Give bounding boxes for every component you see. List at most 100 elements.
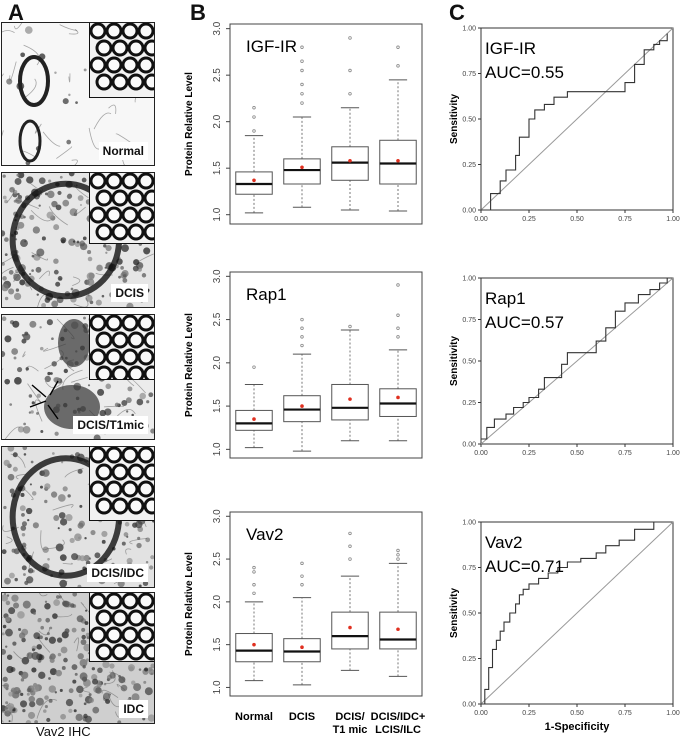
outlier-point: [300, 82, 304, 87]
x-tick-label: 0.50: [570, 216, 584, 223]
chart-title: IGF-IR: [246, 37, 297, 56]
roc-curve: [481, 278, 668, 440]
reference-diagonal: [480, 521, 674, 705]
y-tick-label: 0.00: [462, 702, 476, 709]
outlier-point: [348, 36, 352, 40]
x-tick-label: 1.00: [666, 450, 680, 457]
mean-point: [348, 397, 352, 401]
mean-point: [348, 158, 352, 163]
outlier-point: [300, 45, 304, 49]
micrograph-idc: IDC: [1, 592, 155, 724]
y-tick-label: 0.75: [462, 317, 476, 324]
mean-point: [396, 627, 400, 632]
mean-point: [300, 645, 304, 650]
chart-title: IGF-IR: [485, 39, 536, 58]
y-tick-label: 1.00: [462, 276, 476, 283]
outlier-point: [348, 68, 352, 73]
auc-annotation: AUC=0.71: [485, 557, 564, 576]
mean-point: [348, 625, 352, 630]
y-tick-label: 0.00: [462, 208, 476, 215]
y-axis-label: Protein Relative Level: [184, 313, 195, 417]
roc-igf1r: 0.00 0.25 0.50 0.75 1.00 0.00 0.25 0.50 0.75 1.00…: [449, 22, 685, 230]
chart-title: Vav2: [246, 525, 284, 544]
micrograph-inset: [89, 447, 154, 521]
y-tick-label: 1.5: [212, 161, 223, 175]
roc-curve: [481, 521, 668, 705]
outlier-point: [252, 106, 256, 110]
chart-title: Vav2: [485, 533, 523, 552]
outlier-point: [396, 335, 400, 339]
roc-vav2: 0.00 0.25 0.50 0.75 1.00 0.00 0.25 0.50 0.75 1.00…: [449, 516, 685, 744]
outlier-point: [300, 335, 304, 339]
inset-cells: [90, 173, 154, 243]
micrograph-dcis: DCIS: [1, 172, 155, 308]
outlier-point: [396, 283, 400, 287]
outlier-point: [300, 574, 304, 578]
x-tick-label: 0.75: [618, 216, 632, 223]
y-tick-label: 1.00: [462, 26, 476, 33]
inset-cells: [90, 447, 154, 520]
y-tick-label: 1.0: [212, 207, 223, 221]
y-tick-label: 1.5: [212, 637, 223, 651]
outlier-point: [396, 553, 400, 557]
x-tick-label: 0.75: [618, 450, 632, 457]
y-tick-label: 2.5: [212, 312, 223, 326]
group-label: DCIS/IDC+: [371, 711, 426, 723]
mean-point: [396, 395, 400, 400]
x-tick-label: 0.00: [474, 216, 488, 223]
outlier-point: [252, 591, 256, 596]
x-tick-label: 0.25: [522, 450, 536, 457]
y-tick-label: 1.0: [212, 680, 223, 694]
outlier-point: [252, 583, 256, 587]
mean-point: [252, 417, 256, 421]
auc-annotation: AUC=0.55: [485, 63, 564, 82]
micrograph-label: DCIS: [111, 284, 148, 302]
y-tick-label: 1.5: [212, 399, 223, 413]
outlier-point: [348, 557, 352, 561]
outlier-point: [348, 531, 352, 536]
reference-diagonal: [480, 277, 674, 445]
outlier-point: [252, 115, 256, 119]
group-label: T1 mic: [333, 724, 368, 736]
micrograph-t1mic: DCIS/T1mic: [1, 314, 155, 440]
inset-cells: [90, 23, 154, 97]
auc-annotation: AUC=0.57: [485, 313, 564, 332]
box: [283, 158, 321, 185]
outlier-point: [300, 68, 304, 73]
y-tick-label: 0.25: [462, 656, 476, 663]
outlier-point: [300, 317, 304, 322]
boxplot-rap1: 1.0 1.5 2.0 2.5 3.0 Protein Relative Level Rap…: [180, 268, 442, 464]
micrograph-inset: [89, 593, 154, 662]
x-tick-label: 1.00: [666, 216, 680, 223]
outlier-point: [396, 45, 400, 49]
y-tick-label: 2.5: [212, 68, 223, 82]
y-tick-label: 2.0: [212, 594, 223, 608]
y-tick-label: 3.0: [212, 509, 223, 523]
group-label: DCIS/: [335, 711, 364, 723]
box: [235, 633, 273, 663]
y-tick-label: 3.0: [212, 21, 223, 35]
outlier-point: [300, 343, 304, 348]
boxplot-igf1r: 1.0 1.5 2.0 2.5 3.0 Protein Relative Level IGF…: [180, 20, 442, 230]
x-axis-label: 1-Specificity: [545, 721, 611, 733]
ihc-caption: Vav2 IHC: [36, 724, 91, 739]
y-axis-label: Sensitivity: [449, 588, 460, 638]
y-tick-label: 1.00: [462, 520, 476, 527]
outlier-point: [348, 324, 352, 329]
micrograph-label: Normal: [98, 142, 148, 160]
outlier-point: [396, 548, 400, 553]
inset-cells: [90, 315, 154, 379]
outlier-point: [348, 544, 352, 548]
y-tick-label: 0.75: [462, 71, 476, 78]
outlier-point: [252, 365, 256, 369]
y-axis-label: Sensitivity: [449, 94, 460, 144]
y-tick-label: 0.50: [462, 611, 476, 618]
x-tick-label: 0.50: [570, 450, 584, 457]
group-label: DCIS: [289, 711, 315, 723]
micrograph-label: DCIS/IDC: [87, 564, 148, 582]
outlier-point: [300, 59, 304, 63]
boxplot-vav2: 1.0 1.5 2.0 2.5 3.0 Protein Relative Level Vav…: [180, 508, 442, 744]
y-tick-label: 2.0: [212, 355, 223, 369]
outlier-point: [396, 326, 400, 330]
y-tick-label: 0.25: [462, 162, 476, 169]
